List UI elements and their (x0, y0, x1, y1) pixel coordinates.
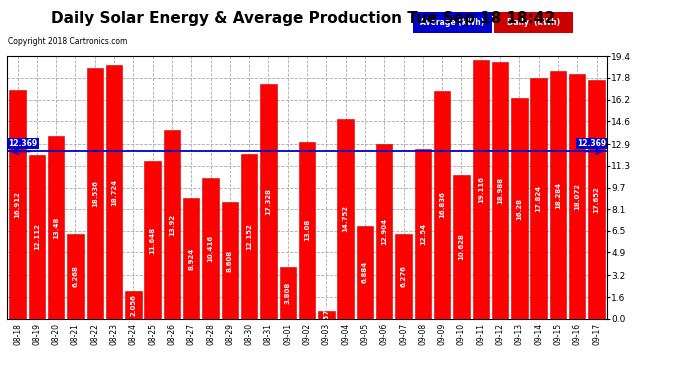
Bar (202, 178, 219, 319)
Text: 16.912: 16.912 (14, 191, 21, 218)
Bar (337, 119, 354, 319)
Bar (9, 90, 26, 319)
Text: 12.369: 12.369 (8, 139, 37, 148)
Bar (531, 78, 547, 319)
Bar (48, 136, 64, 319)
Text: 8.924: 8.924 (188, 247, 195, 270)
Bar (28, 155, 45, 319)
Text: Average (kWh): Average (kWh) (420, 18, 484, 27)
Text: 10.628: 10.628 (458, 233, 464, 260)
Text: 14.752: 14.752 (343, 206, 348, 232)
Bar (106, 65, 122, 319)
Text: 12.54: 12.54 (420, 223, 426, 245)
Bar (473, 60, 489, 319)
Bar (260, 84, 277, 319)
Bar (221, 202, 238, 319)
Text: 6.276: 6.276 (401, 266, 406, 287)
Text: 18.072: 18.072 (574, 183, 580, 210)
Bar (550, 71, 566, 319)
Bar (569, 74, 586, 319)
Bar (434, 91, 451, 319)
Bar (415, 149, 431, 319)
Bar (144, 161, 161, 319)
Text: 16.28: 16.28 (516, 198, 522, 220)
Text: 12.112: 12.112 (34, 224, 40, 250)
Text: 12.152: 12.152 (246, 223, 252, 250)
Text: 16.836: 16.836 (439, 191, 445, 218)
Text: 17.824: 17.824 (535, 184, 542, 212)
Text: 2.056: 2.056 (130, 294, 137, 316)
Text: 12.904: 12.904 (382, 218, 387, 245)
Text: 6.268: 6.268 (72, 266, 79, 287)
Text: Daily Solar Energy & Average Production Tue Sep 18 18:42: Daily Solar Energy & Average Production … (52, 11, 555, 26)
Bar (376, 144, 393, 319)
Bar (86, 68, 103, 319)
Bar (279, 267, 296, 319)
Text: 17.328: 17.328 (266, 188, 271, 215)
Bar (299, 142, 315, 319)
Text: Daily  (kWh): Daily (kWh) (507, 18, 560, 27)
Bar (395, 234, 412, 319)
Text: 13.92: 13.92 (169, 213, 175, 236)
Bar (589, 80, 605, 319)
Text: 12.369: 12.369 (577, 139, 606, 148)
Text: 19.116: 19.116 (477, 176, 484, 203)
Text: Copyright 2018 Cartronics.com: Copyright 2018 Cartronics.com (8, 38, 128, 46)
Text: 0.572: 0.572 (324, 304, 329, 326)
Bar (511, 99, 528, 319)
Text: 3.808: 3.808 (285, 282, 290, 304)
Bar (125, 291, 141, 319)
Bar (318, 311, 335, 319)
Bar (164, 130, 180, 319)
Text: 10.416: 10.416 (208, 235, 213, 262)
Text: 11.648: 11.648 (150, 226, 156, 254)
Bar (67, 234, 83, 319)
Text: 18.988: 18.988 (497, 177, 503, 204)
Text: 18.284: 18.284 (555, 182, 561, 209)
Bar (241, 154, 257, 319)
Bar (453, 175, 470, 319)
Text: 18.724: 18.724 (111, 178, 117, 206)
Bar (357, 226, 373, 319)
Text: 8.608: 8.608 (227, 249, 233, 272)
Bar (492, 62, 509, 319)
Text: 18.536: 18.536 (92, 180, 98, 207)
Text: 6.884: 6.884 (362, 261, 368, 283)
Text: 13.48: 13.48 (53, 216, 59, 239)
Bar (183, 198, 199, 319)
Text: 17.652: 17.652 (593, 186, 600, 213)
Text: 13.08: 13.08 (304, 219, 310, 242)
